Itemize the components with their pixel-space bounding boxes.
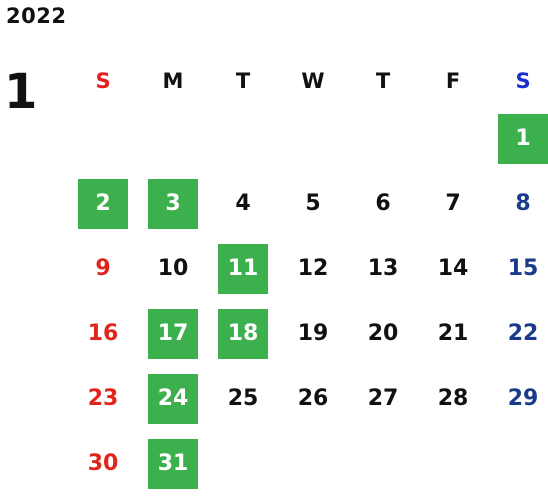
day-cell[interactable]: 1 — [488, 106, 548, 171]
day-number: 13 — [367, 256, 399, 281]
weekday-header: S — [95, 69, 111, 93]
day-cell[interactable]: 22 — [488, 301, 548, 366]
day-cell[interactable]: 8 — [488, 171, 548, 236]
day-cell[interactable]: 11 — [208, 236, 278, 301]
day-cell[interactable]: 15 — [488, 236, 548, 301]
day-cell[interactable]: 2 — [68, 171, 138, 236]
empty-day-cell — [208, 106, 278, 171]
weekday-header: W — [301, 69, 325, 93]
empty-day-cell — [68, 106, 138, 171]
day-number: 9 — [95, 256, 111, 281]
empty-day-cell — [278, 431, 348, 496]
empty-day-cell — [418, 431, 488, 496]
highlighted-day-number: 3 — [148, 178, 198, 229]
day-number: 27 — [367, 386, 399, 411]
day-cell[interactable]: 26 — [278, 366, 348, 431]
weekday-header: T — [375, 69, 391, 93]
day-cell[interactable]: 5 — [278, 171, 348, 236]
empty-day-cell — [488, 431, 548, 496]
day-cell[interactable]: 25 — [208, 366, 278, 431]
day-cell[interactable]: 14 — [418, 236, 488, 301]
day-number: 15 — [507, 256, 539, 281]
highlighted-day-number: 1 — [498, 113, 548, 164]
highlighted-day-number: 18 — [218, 308, 268, 359]
empty-day-cell — [348, 106, 418, 171]
calendar-grid: S M T W T F S 1 2 3 4 5 6 7 8 9 10 11 12 13 14 15 16 17 18 19 20 21… — [68, 56, 548, 496]
day-number: 14 — [437, 256, 469, 281]
day-cell[interactable]: 4 — [208, 171, 278, 236]
day-cell[interactable]: 6 — [348, 171, 418, 236]
calendar-month: 1 — [4, 64, 38, 120]
day-number: 8 — [515, 191, 531, 216]
empty-day-cell — [208, 431, 278, 496]
day-cell[interactable]: 28 — [418, 366, 488, 431]
weekday-header: M — [162, 69, 184, 93]
day-cell[interactable]: 12 — [278, 236, 348, 301]
empty-day-cell — [138, 106, 208, 171]
day-cell[interactable]: 31 — [138, 431, 208, 496]
day-cell[interactable]: 18 — [208, 301, 278, 366]
day-number: 16 — [87, 321, 119, 346]
day-cell[interactable]: 29 — [488, 366, 548, 431]
day-number: 23 — [87, 386, 119, 411]
day-number: 7 — [445, 191, 461, 216]
empty-day-cell — [348, 431, 418, 496]
day-cell[interactable]: 9 — [68, 236, 138, 301]
day-number: 25 — [227, 386, 259, 411]
day-number: 29 — [507, 386, 539, 411]
day-number: 6 — [375, 191, 391, 216]
day-number: 28 — [437, 386, 469, 411]
day-cell[interactable]: 24 — [138, 366, 208, 431]
day-number: 22 — [507, 321, 539, 346]
day-number: 19 — [297, 321, 329, 346]
day-cell[interactable]: 16 — [68, 301, 138, 366]
day-cell[interactable]: 19 — [278, 301, 348, 366]
day-number: 30 — [87, 451, 119, 476]
highlighted-day-number: 2 — [78, 178, 128, 229]
day-number: 20 — [367, 321, 399, 346]
day-number: 12 — [297, 256, 329, 281]
weekday-header: F — [445, 69, 461, 93]
day-cell[interactable]: 7 — [418, 171, 488, 236]
day-cell[interactable]: 10 — [138, 236, 208, 301]
day-cell[interactable]: 21 — [418, 301, 488, 366]
day-number: 10 — [157, 256, 189, 281]
highlighted-day-number: 24 — [148, 373, 198, 424]
empty-day-cell — [278, 106, 348, 171]
day-cell[interactable]: 27 — [348, 366, 418, 431]
day-number: 4 — [235, 191, 251, 216]
weekday-header: S — [515, 69, 531, 93]
highlighted-day-number: 31 — [148, 438, 198, 489]
day-number: 5 — [305, 191, 321, 216]
day-cell[interactable]: 23 — [68, 366, 138, 431]
highlighted-day-number: 11 — [218, 243, 268, 294]
day-number: 21 — [437, 321, 469, 346]
empty-day-cell — [418, 106, 488, 171]
day-cell[interactable]: 13 — [348, 236, 418, 301]
day-number: 26 — [297, 386, 329, 411]
day-cell[interactable]: 17 — [138, 301, 208, 366]
day-cell[interactable]: 30 — [68, 431, 138, 496]
weekday-header: T — [235, 69, 251, 93]
highlighted-day-number: 17 — [148, 308, 198, 359]
calendar-year: 2022 — [6, 4, 67, 28]
day-cell[interactable]: 20 — [348, 301, 418, 366]
day-cell[interactable]: 3 — [138, 171, 208, 236]
